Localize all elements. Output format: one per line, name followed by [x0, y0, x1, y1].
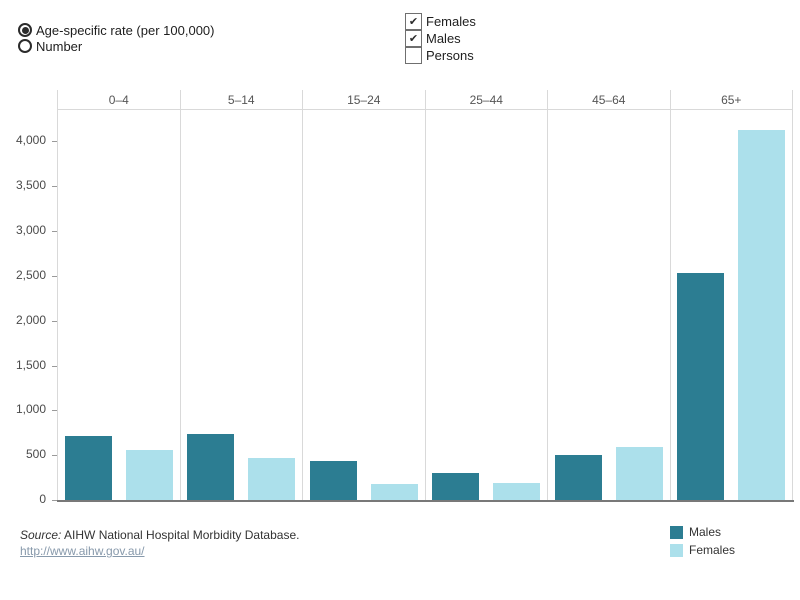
checkbox-label: Females: [426, 14, 476, 29]
bar-males-25–44[interactable]: [432, 473, 480, 500]
y-axis-tick-label: 500: [25, 447, 46, 462]
column-plot: [426, 110, 548, 500]
radio-label: Age-specific rate (per 100,000): [36, 22, 215, 38]
y-axis-tick-mark: [52, 365, 57, 367]
bar-females-15–24[interactable]: [370, 484, 418, 500]
column-plot: [181, 110, 303, 500]
checkbox-icon: ✔: [405, 29, 422, 47]
sex-checkbox-group: ✔ Females ✔ Males ✔ Persons: [405, 13, 476, 64]
y-axis-tick-label: 1,000: [15, 402, 46, 417]
age-group-header: 65+: [670, 90, 792, 110]
bar-males-65+[interactable]: [677, 273, 725, 500]
y-axis-tick-mark: [52, 410, 57, 412]
y-axis-tick-label: 0: [39, 492, 46, 506]
bar-males-0–4[interactable]: [64, 436, 112, 500]
age-group-header: 15–24: [303, 90, 425, 110]
radio-age-specific-rate[interactable]: Age-specific rate (per 100,000): [18, 22, 214, 38]
bar-females-45–64[interactable]: [615, 447, 663, 500]
y-axis-tick-mark: [52, 320, 57, 322]
age-group-column: 0–4: [58, 90, 181, 500]
age-group-column: 65+: [670, 90, 793, 500]
source-prefix: Source:: [20, 528, 62, 542]
legend-item-males[interactable]: Males: [670, 523, 735, 541]
legend-item-females[interactable]: Females: [670, 541, 735, 559]
column-plot: [671, 110, 793, 500]
legend-label: Males: [689, 525, 722, 539]
y-axis-tick-label: 3,500: [15, 178, 46, 193]
age-group-header: 25–44: [425, 90, 547, 110]
checkbox-icon: ✔: [405, 13, 422, 30]
radio-number[interactable]: Number: [18, 38, 214, 54]
age-group-header: 5–14: [180, 90, 302, 110]
y-axis-tick-label: 3,000: [15, 223, 46, 238]
bar-males-5–14[interactable]: [187, 434, 235, 500]
checkbox-males[interactable]: ✔ Males: [405, 29, 476, 47]
bar-chart-plot-area: 0–4 5–14 15–24 25–44 45–64 65+: [57, 90, 793, 500]
bar-females-0–4[interactable]: [125, 450, 173, 500]
source-note: Source: AIHW National Hospital Morbidity…: [20, 528, 299, 542]
checkbox-females[interactable]: ✔ Females: [405, 13, 476, 30]
age-group-column: 15–24: [303, 90, 426, 500]
age-group-column: 25–44: [425, 90, 548, 500]
column-plot: [58, 110, 180, 500]
y-axis-tick-mark: [52, 186, 57, 188]
y-axis-tick-label: 4,000: [15, 133, 46, 148]
legend-label: Females: [689, 543, 736, 557]
radio-label: Number: [36, 38, 83, 54]
bar-females-25–44[interactable]: [493, 483, 541, 500]
radio-icon: [18, 39, 32, 53]
column-plot: [303, 110, 425, 500]
y-axis-tick-mark: [52, 455, 57, 457]
y-axis-tick-label: 1,500: [15, 357, 46, 372]
bar-males-45–64[interactable]: [554, 455, 602, 500]
source-text: AIHW National Hospital Morbidity Databas…: [61, 528, 300, 542]
y-axis-tick-mark: [52, 500, 57, 501]
bar-females-65+[interactable]: [738, 130, 786, 500]
y-axis-tick-mark: [52, 275, 57, 277]
age-group-column: 45–64: [548, 90, 671, 500]
checkbox-label: Persons: [426, 48, 474, 63]
x-axis-baseline: [57, 500, 794, 502]
y-axis-tick-label: 2,000: [15, 312, 46, 327]
rate-number-radio-group: Age-specific rate (per 100,000) Number: [18, 22, 214, 54]
source-link[interactable]: http://www.aihw.gov.au/: [20, 544, 145, 558]
females-swatch-icon: [670, 543, 683, 557]
y-axis-tick-mark: [52, 141, 57, 143]
males-swatch-icon: [670, 525, 683, 539]
age-group-column: 5–14: [180, 90, 303, 500]
checkbox-label: Males: [426, 31, 461, 46]
checkbox-persons[interactable]: ✔ Persons: [405, 46, 476, 64]
column-plot: [548, 110, 670, 500]
age-group-header: 0–4: [58, 90, 180, 110]
radio-icon: [18, 23, 32, 37]
y-axis-tick-label: 2,500: [15, 267, 46, 282]
y-axis-tick-mark: [52, 231, 57, 233]
bar-females-5–14[interactable]: [248, 458, 296, 500]
legend: Males Females: [670, 523, 735, 559]
age-group-header: 45–64: [548, 90, 670, 110]
bar-males-15–24[interactable]: [309, 461, 357, 500]
checkbox-icon: ✔: [405, 46, 422, 64]
